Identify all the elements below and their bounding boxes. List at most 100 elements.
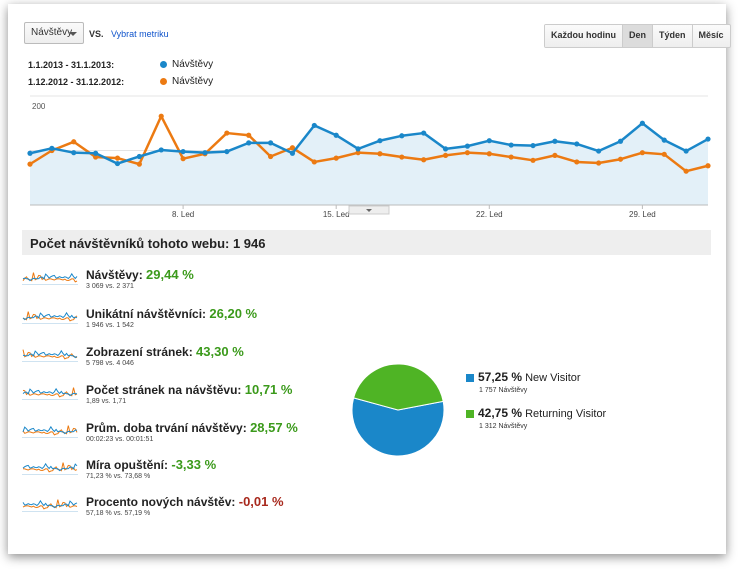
series-current-point bbox=[49, 145, 55, 151]
metric-label: Míra opuštění: -3,33 % bbox=[86, 457, 216, 472]
metric-label: Zobrazení stránek: 43,30 % bbox=[86, 344, 244, 359]
series-current-point bbox=[333, 132, 339, 138]
series-current-point bbox=[136, 153, 142, 160]
series-previous-point bbox=[442, 152, 449, 159]
series-previous-point bbox=[530, 157, 536, 163]
series-current-point bbox=[114, 160, 121, 167]
series-previous-point bbox=[71, 139, 77, 145]
sparkline-previous bbox=[22, 349, 78, 360]
series-previous-point bbox=[158, 113, 164, 119]
series-current-point bbox=[27, 150, 33, 156]
series-current-point bbox=[552, 138, 558, 144]
select-metric-link[interactable]: Vybrat metriku bbox=[111, 29, 169, 39]
series-previous-dot-icon bbox=[160, 78, 167, 85]
series-current-point bbox=[683, 148, 689, 154]
metric-name: Procento nových návštěv: bbox=[86, 495, 236, 509]
granularity-switch: Každou hodinu Den Týden Měsíc bbox=[544, 24, 731, 48]
series-current-line bbox=[29, 122, 709, 165]
date-range-previous: 1.12.2012 - 31.12.2012: bbox=[28, 77, 125, 87]
x-tick-label: 8. Led bbox=[172, 210, 194, 219]
metric-change: 10,71 % bbox=[244, 382, 293, 397]
series-current-point bbox=[71, 150, 77, 156]
sparkline-current bbox=[22, 425, 77, 435]
metric-label: Procento nových návštěv: -0,01 % bbox=[86, 494, 284, 509]
sparkline-current bbox=[22, 349, 78, 359]
new-visitor-pct: 57,25 % bbox=[478, 370, 523, 384]
metric-change: 29,44 % bbox=[146, 267, 194, 282]
granularity-hourly-button[interactable]: Každou hodinu bbox=[545, 25, 622, 47]
chevron-down-icon bbox=[69, 32, 77, 36]
sparkline-current bbox=[22, 499, 78, 509]
metric-sparkline bbox=[22, 387, 78, 400]
series-current-point bbox=[530, 142, 536, 149]
metric-sparkline bbox=[22, 425, 78, 438]
returning-visitor-name: Returning Visitor bbox=[525, 408, 607, 420]
sparkline-current bbox=[22, 462, 78, 472]
series-current-point bbox=[289, 150, 296, 156]
metric-name: Prům. doba trvání návštěvy: bbox=[86, 421, 247, 435]
returning-visitor-swatch-icon bbox=[466, 410, 474, 419]
series-previous-point bbox=[661, 151, 667, 157]
series-current-area bbox=[30, 123, 708, 205]
series-current-point bbox=[596, 148, 602, 154]
series-current-point bbox=[464, 143, 471, 149]
series-previous-point bbox=[683, 168, 689, 174]
series-current-point bbox=[639, 120, 645, 126]
series-previous-point bbox=[311, 159, 317, 165]
series-current-point bbox=[486, 138, 492, 144]
series-previous-point bbox=[355, 150, 361, 156]
series-previous-point bbox=[377, 151, 383, 157]
series-previous-point bbox=[617, 156, 624, 162]
sparkline-previous bbox=[22, 425, 78, 436]
series-previous-point bbox=[136, 161, 142, 167]
series-current-point bbox=[158, 147, 164, 153]
series-previous-point bbox=[93, 154, 99, 160]
metric-name: Počet stránek na návštěvu: bbox=[86, 383, 242, 397]
metric-name: Unikátní návštěvníci: bbox=[86, 307, 207, 321]
series-previous-label: Návštěvy bbox=[172, 76, 214, 87]
metric-change: -0,01 % bbox=[238, 494, 284, 509]
metric-change: 28,57 % bbox=[250, 420, 298, 435]
series-current-point bbox=[355, 146, 361, 152]
granularity-day-button[interactable]: Den bbox=[622, 25, 653, 47]
pie-legend-returning: 42,75 % Returning Visitor bbox=[466, 406, 606, 420]
series-previous-point bbox=[27, 161, 33, 167]
metric-sparkline bbox=[22, 462, 78, 475]
metric-name: Zobrazení stránek: bbox=[86, 345, 193, 359]
chevron-down-icon bbox=[366, 209, 372, 212]
series-current-point bbox=[202, 150, 208, 156]
series-previous-point bbox=[333, 155, 339, 161]
visitors-summary-title: Počet návštěvníků tohoto webu: 1 946 bbox=[22, 230, 711, 255]
returning-visitor-count: 1 312 Návštěvy bbox=[479, 423, 528, 430]
sparkline-previous bbox=[22, 462, 78, 473]
series-previous-point bbox=[399, 154, 405, 160]
metric-change: 26,20 % bbox=[209, 306, 258, 321]
metric-select[interactable]: Návštěvy bbox=[24, 22, 84, 44]
new-visitor-count: 1 757 Návštěvy bbox=[479, 387, 528, 394]
granularity-month-button[interactable]: Měsíc bbox=[691, 25, 730, 47]
metric-label: Unikátní návštěvníci: 26,20 % bbox=[86, 306, 257, 321]
series-previous-point bbox=[114, 155, 121, 161]
metric-select-value: Návštěvy bbox=[31, 27, 73, 38]
series-previous-point bbox=[508, 154, 514, 160]
x-tick-label: 29. Led bbox=[629, 210, 656, 219]
x-tick-label: 22. Led bbox=[476, 210, 503, 219]
series-current-point bbox=[311, 122, 317, 129]
metric-change: -3,33 % bbox=[171, 457, 217, 472]
series-previous-point bbox=[705, 163, 711, 169]
metric-comparison: 00:02:23 vs. 00:01:51 bbox=[86, 436, 154, 443]
metric-comparison: 1,89 vs. 1,71 bbox=[86, 398, 127, 405]
granularity-week-button[interactable]: Týden bbox=[652, 25, 692, 47]
series-current-point bbox=[442, 146, 449, 152]
metric-comparison: 3 069 vs. 2 371 bbox=[86, 283, 134, 290]
pie-slice-returning-visitor bbox=[353, 363, 444, 411]
series-current-point bbox=[421, 130, 427, 136]
series-current-label: Návštěvy bbox=[172, 59, 214, 70]
metric-label: Počet stránek na návštěvu: 10,71 % bbox=[86, 382, 292, 397]
metric-sparkline bbox=[22, 272, 78, 285]
metric-name: Míra opuštění: bbox=[86, 458, 169, 472]
series-current-point bbox=[377, 138, 383, 144]
series-previous-point bbox=[639, 150, 645, 156]
pie-slice-new-visitor bbox=[351, 397, 445, 457]
sparkline-current bbox=[22, 311, 78, 321]
